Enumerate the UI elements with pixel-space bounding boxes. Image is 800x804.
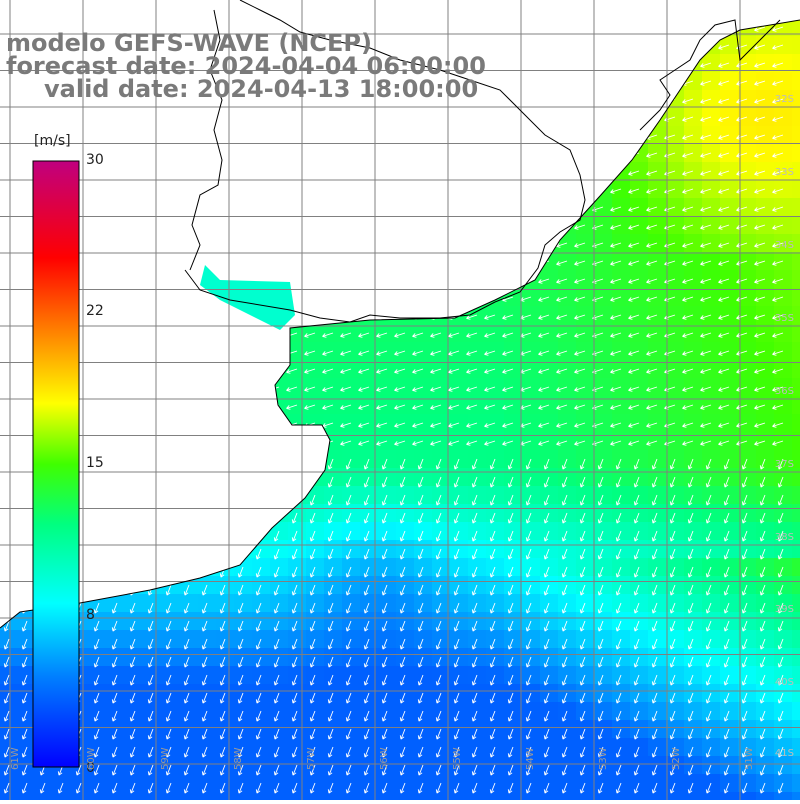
wind-cell xyxy=(18,792,36,800)
wind-cell xyxy=(504,792,522,800)
wind-cell xyxy=(594,792,612,800)
wind-cell xyxy=(756,792,774,800)
wind-cell xyxy=(540,792,558,800)
wind-cell xyxy=(792,792,800,800)
wind-cell xyxy=(720,792,738,800)
wind-cell xyxy=(198,792,216,800)
wind-cell xyxy=(54,792,72,800)
wind-cell xyxy=(792,396,800,414)
wind-cell xyxy=(792,72,800,90)
wind-cell xyxy=(0,792,18,800)
wind-cell xyxy=(162,792,180,800)
wind-cell xyxy=(576,792,594,800)
wind-cell xyxy=(792,630,800,648)
wind-cell xyxy=(792,504,800,522)
wind-cell xyxy=(792,414,800,432)
wind-cell xyxy=(126,792,144,800)
wind-cell xyxy=(90,792,108,800)
wind-cell xyxy=(558,792,576,800)
wind-cell xyxy=(792,558,800,576)
wind-cell xyxy=(270,306,288,324)
wind-cell xyxy=(414,792,432,800)
wind-cell xyxy=(792,54,800,72)
wind-cell xyxy=(792,342,800,360)
wind-cell xyxy=(432,792,450,800)
wind-cell xyxy=(774,792,792,800)
wind-cell xyxy=(378,792,396,800)
wind-cell xyxy=(270,288,288,306)
wind-cell xyxy=(324,792,342,800)
wind-cell xyxy=(792,252,800,270)
wind-cell xyxy=(792,126,800,144)
wind-cell xyxy=(666,792,684,800)
wind-cell xyxy=(792,378,800,396)
wind-cell xyxy=(342,792,360,800)
wind-cell xyxy=(792,450,800,468)
wind-cell xyxy=(792,360,800,378)
wind-cell xyxy=(792,432,800,450)
wind-cell xyxy=(288,792,306,800)
wind-cell xyxy=(792,648,800,666)
wind-cell xyxy=(270,792,288,800)
wind-cell xyxy=(450,792,468,800)
wind-cell xyxy=(792,234,800,252)
wind-cell xyxy=(792,36,800,54)
wind-cell xyxy=(486,792,504,800)
wind-cell xyxy=(252,792,270,800)
wind-cell xyxy=(522,792,540,800)
wind-cell xyxy=(792,216,800,234)
wind-cell xyxy=(792,288,800,306)
wind-cell xyxy=(792,20,800,36)
wind-cell xyxy=(792,720,800,738)
wind-cell xyxy=(792,702,800,720)
wind-cell xyxy=(72,792,90,800)
wind-cell xyxy=(36,792,54,800)
wind-cell xyxy=(216,792,234,800)
wind-cell xyxy=(252,288,270,306)
wind-cell xyxy=(792,270,800,288)
wind-cell xyxy=(612,792,630,800)
wind-cell xyxy=(792,108,800,126)
wind-cell xyxy=(396,792,414,800)
wind-cell xyxy=(792,90,800,108)
wind-cell xyxy=(630,792,648,800)
wind-cell xyxy=(306,792,324,800)
wind-cell xyxy=(792,576,800,594)
wind-cell xyxy=(792,324,800,342)
wind-cell xyxy=(180,792,198,800)
wind-cell xyxy=(234,792,252,800)
wind-cell xyxy=(702,792,720,800)
wind-cell xyxy=(738,792,756,800)
wind-cell xyxy=(684,792,702,800)
wind-cell xyxy=(792,306,800,324)
wind-cell xyxy=(792,198,800,216)
wind-cell xyxy=(648,792,666,800)
wind-cell xyxy=(792,162,800,180)
wind-cell xyxy=(468,792,486,800)
wind-cell xyxy=(108,792,126,800)
wind-cell xyxy=(792,180,800,198)
wind-cell xyxy=(792,486,800,504)
wind-cell xyxy=(792,468,800,486)
wind-cell xyxy=(792,774,800,792)
wind-cell xyxy=(144,792,162,800)
wind-cell xyxy=(792,144,800,162)
